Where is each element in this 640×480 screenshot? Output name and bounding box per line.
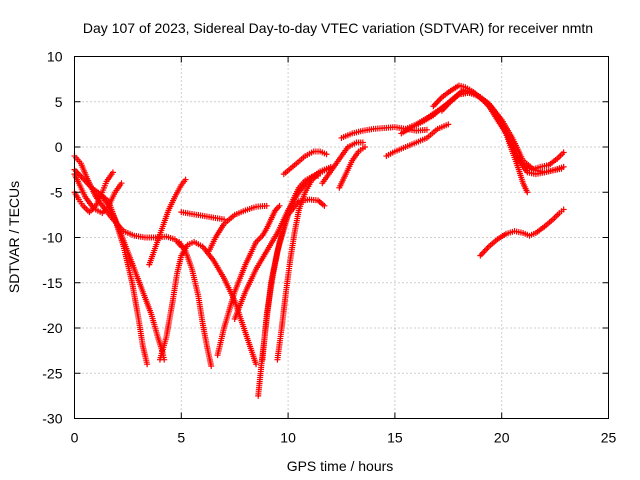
series-pass-7 (176, 239, 215, 370)
series-pass-6 (146, 176, 189, 268)
data-points (71, 82, 567, 399)
x-tick-label: 0 (71, 430, 79, 446)
y-tick-label: -30 (42, 411, 62, 427)
series-pass-18 (336, 144, 368, 191)
data-point (253, 361, 260, 368)
data-point (144, 361, 151, 368)
y-tick-label: 0 (55, 139, 63, 155)
data-point (558, 165, 565, 172)
series-pass-20 (383, 121, 452, 160)
y-tick-label: -5 (50, 184, 63, 200)
data-point (560, 206, 567, 213)
tick-labels: 0 5 10 15 20 25 10 5 0 -5 -10 -15 -20 -25 -30 (42, 49, 616, 446)
data-point (560, 149, 567, 156)
y-tick-label: 5 (55, 94, 63, 110)
data-point (276, 202, 283, 209)
series-pass-9 (178, 209, 228, 223)
data-point (109, 169, 116, 176)
data-point (321, 202, 328, 209)
data-point (423, 126, 430, 133)
data-point (361, 144, 368, 150)
chart-title: Day 107 of 2023, Sidereal Day-to-day VTE… (83, 20, 593, 36)
series-pass-2 (71, 171, 125, 217)
data-point (182, 176, 189, 183)
series-pass-11 (214, 202, 283, 359)
series-pass-14 (274, 164, 334, 363)
series-pass-25 (477, 206, 567, 259)
series-pass-16 (280, 148, 330, 178)
series-pass-10 (206, 202, 270, 255)
x-tick-label: 20 (494, 430, 510, 446)
series-pass-24 (438, 89, 565, 178)
data-point (263, 202, 270, 209)
data-point (323, 151, 330, 158)
y-tick-label: -25 (42, 365, 62, 381)
series-pass-23 (430, 82, 567, 173)
y-axis-label: SDTVAR / TECUs (6, 181, 22, 293)
x-tick-label: 25 (601, 430, 617, 446)
data-point (359, 139, 366, 146)
y-tick-label: -20 (42, 320, 62, 336)
data-point (524, 189, 531, 196)
data-point (445, 121, 452, 128)
y-tick-label: 10 (47, 49, 63, 65)
axis-ticks (74, 56, 609, 419)
x-tick-label: 15 (387, 430, 403, 446)
x-axis-label: GPS time / hours (287, 458, 394, 474)
series-pass-15 (231, 163, 334, 322)
data-point (208, 363, 215, 370)
y-tick-label: -15 (42, 275, 62, 291)
data-point (118, 180, 125, 187)
x-tick-label: 10 (280, 430, 296, 446)
y-tick-label: -10 (42, 230, 62, 246)
x-tick-label: 5 (177, 430, 185, 446)
series-pass-17 (319, 139, 366, 187)
